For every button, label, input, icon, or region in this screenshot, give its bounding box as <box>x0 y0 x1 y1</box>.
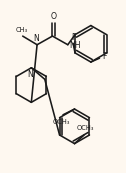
Text: NH: NH <box>69 41 80 50</box>
Text: CH₃: CH₃ <box>16 27 28 33</box>
Text: O: O <box>50 12 56 21</box>
Text: N: N <box>27 70 33 79</box>
Text: N: N <box>33 34 39 43</box>
Text: F: F <box>102 52 106 61</box>
Text: OCH₃: OCH₃ <box>76 125 94 131</box>
Text: OCH₃: OCH₃ <box>52 119 70 125</box>
Text: F: F <box>71 33 75 42</box>
